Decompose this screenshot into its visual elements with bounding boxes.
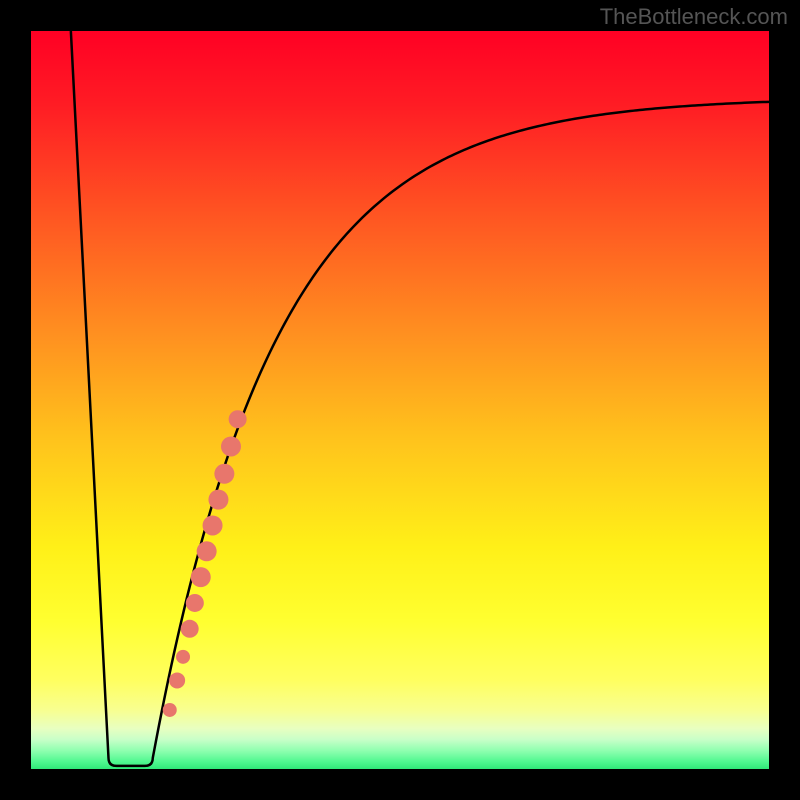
data-dot xyxy=(221,436,241,456)
data-dot xyxy=(208,490,228,510)
gradient-background xyxy=(31,31,769,769)
data-dot xyxy=(214,464,234,484)
attribution-text: TheBottleneck.com xyxy=(600,4,788,30)
data-dot xyxy=(229,410,247,428)
bottleneck-chart xyxy=(0,0,800,800)
data-dot xyxy=(181,620,199,638)
data-dot xyxy=(163,703,177,717)
data-dot xyxy=(191,567,211,587)
data-dot xyxy=(186,594,204,612)
data-dot xyxy=(203,515,223,535)
data-dot xyxy=(169,672,185,688)
data-dot xyxy=(176,650,190,664)
data-dot xyxy=(197,541,217,561)
